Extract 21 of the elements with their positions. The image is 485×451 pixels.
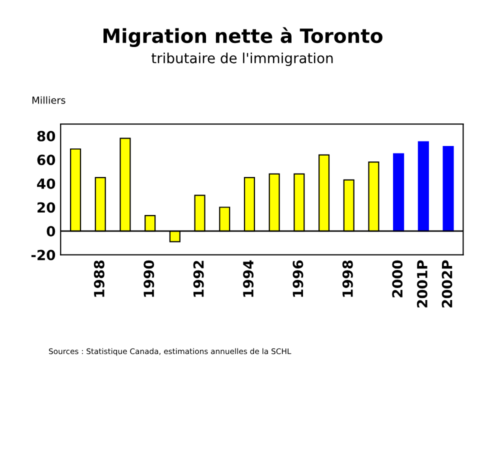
- y-tick-label: 0: [46, 226, 56, 237]
- x-tick-label: 1996: [292, 260, 304, 297]
- x-tick-label: 2000: [392, 260, 403, 298]
- bar: [442, 146, 454, 232]
- x-tick-label: 2002P: [442, 260, 452, 308]
- chart-title: Migration nette à Toronto: [104, 27, 382, 48]
- x-tick-label: 2001P: [416, 260, 428, 308]
- y-tick-label: 80: [37, 130, 56, 142]
- x-tick-label: 1994: [243, 260, 254, 297]
- y-tick-label: -20: [31, 250, 56, 260]
- bar: [393, 153, 404, 232]
- y-tick-label: 20: [38, 202, 56, 213]
- x-tick-label: 1990: [144, 260, 154, 297]
- chart-subtitle: tributaire de l'immigration: [152, 52, 333, 66]
- x-tick-label: 1992: [193, 260, 204, 297]
- bar: [418, 141, 429, 232]
- x-tick-label: 1998: [342, 260, 353, 297]
- y-axis-title: Milliers: [32, 96, 66, 104]
- y-tick-label: 40: [37, 178, 56, 189]
- x-tick-label: 1988: [94, 260, 104, 297]
- y-tick-label: 60: [37, 154, 56, 166]
